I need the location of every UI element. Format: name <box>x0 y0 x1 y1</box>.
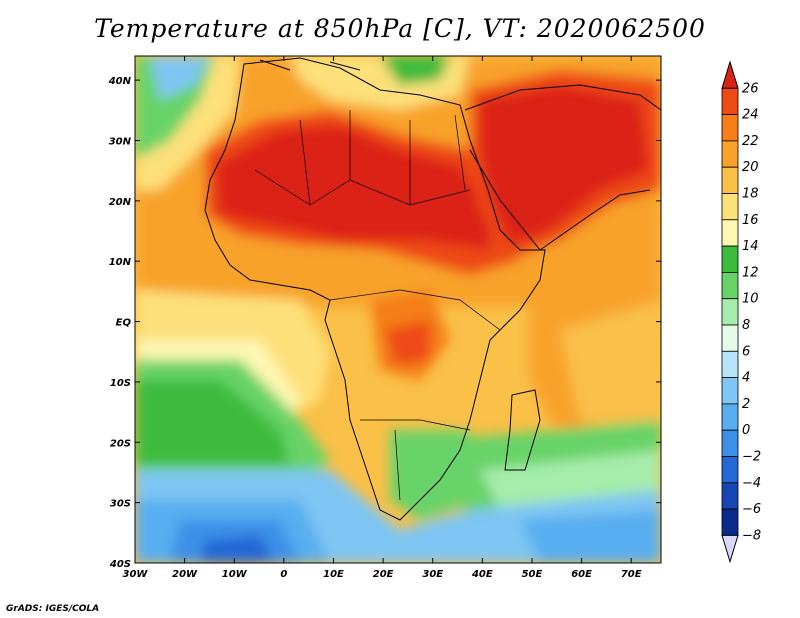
x-tick-label: 30W <box>123 569 149 580</box>
colorbar-level-label: 6 <box>742 344 750 359</box>
central-africa-hot <box>385 320 430 365</box>
coastlines <box>204 57 661 521</box>
colorbar-level-label: 22 <box>742 134 759 149</box>
colorbar-level-label: 26 <box>742 81 759 96</box>
map-title: Temperature at 850hPa [C], VT: 202006250… <box>94 14 706 43</box>
colorbar-level-label: 8 <box>742 318 750 333</box>
x-tick-label: 50E <box>522 569 543 580</box>
x-tick-label: 20W <box>172 569 198 580</box>
colorbar-level-label: 20 <box>742 160 759 175</box>
colorbar-swatch <box>721 245 739 273</box>
madagascar-coastline <box>504 389 541 471</box>
colorbar-swatch <box>721 403 739 431</box>
colorbar-level-label: 2 <box>742 397 750 412</box>
y-tick-label: 40N <box>108 76 132 87</box>
x-tick-label: 30E <box>422 569 443 580</box>
y-tick-label: 10S <box>110 378 131 389</box>
colorbar-level-label: 16 <box>742 213 759 228</box>
credit-text: GrADS: IGES/COLA <box>6 604 100 614</box>
black-sea-cool <box>380 56 450 85</box>
x-tick-label: 0 <box>280 569 287 580</box>
colorbar-level-label: 0 <box>742 423 750 438</box>
y-tick-label: 30N <box>109 137 132 148</box>
colorbar-level-label: 10 <box>742 292 759 307</box>
southern-ocean-coldest <box>200 535 275 563</box>
y-tick-label: 20N <box>109 197 132 208</box>
colorbar-swatch <box>721 456 739 484</box>
y-tick-label: 10N <box>109 257 132 268</box>
x-tick-label: 20E <box>373 569 394 580</box>
colorbar-swatch <box>721 298 739 326</box>
x-tick-label: 10W <box>222 569 248 580</box>
indian-ocean-mild <box>560 300 661 440</box>
y-tick-label: EQ <box>116 318 132 329</box>
colorbar-swatch <box>721 140 739 168</box>
colorbar-swatch <box>721 114 739 142</box>
colorbar-swatch <box>721 166 739 194</box>
colorbar-swatch <box>721 429 739 457</box>
arabia-coastline <box>464 84 661 251</box>
y-tick-label: 40S <box>109 559 131 570</box>
atlantic-northwest-blue <box>150 56 210 100</box>
colorbar-level-label: 18 <box>742 187 759 202</box>
x-tick-label: 10E <box>323 569 344 580</box>
colorbar-swatch <box>721 350 739 378</box>
southern-indian-ocean-blue <box>520 510 661 563</box>
border-south <box>360 419 471 501</box>
x-tick-label: 70E <box>621 569 642 580</box>
colorbar-level-label: −6 <box>742 502 761 517</box>
border-north-africa <box>299 110 466 206</box>
y-tick-label: 20S <box>110 438 131 449</box>
colorbar-level-label: −8 <box>742 528 761 543</box>
colorbar-swatch <box>721 219 739 247</box>
africa-coastline <box>204 57 546 521</box>
border-central <box>329 289 501 331</box>
colorbar-level-label: 14 <box>742 239 759 254</box>
temperature-field <box>135 56 661 563</box>
colorbar-level-label: 4 <box>742 371 750 386</box>
country-borders <box>254 110 501 501</box>
colorbar-level-label: −4 <box>742 476 761 491</box>
colorbar-swatch <box>721 324 739 352</box>
colorbar-swatch <box>721 377 739 405</box>
y-axis-ticks: 40N 30N 20N 10N EQ 10S 20S 30S 40S <box>108 76 661 570</box>
colorbar-swatch <box>721 271 739 300</box>
x-tick-label: 40E <box>471 569 493 580</box>
colorbar-level-label: −2 <box>742 450 761 465</box>
colorbar-swatch <box>721 482 739 510</box>
map-frame <box>134 55 662 564</box>
colorbar-level-label: 24 <box>742 108 759 123</box>
south-atlantic-green-dark <box>135 380 290 465</box>
colorbar-level-label: 12 <box>742 265 759 280</box>
colorbar-swatch <box>721 193 739 221</box>
sahara-hot-core <box>215 125 490 250</box>
x-axis-ticks: 30W 20W 10W 0 10E 20E 30E 40E 50E 60E 70E <box>123 56 642 580</box>
colorbar-swatch <box>721 87 739 116</box>
colorbar-top-arrow <box>721 60 739 89</box>
colorbar-swatch <box>721 508 739 536</box>
arabia-hot-core <box>480 85 650 245</box>
x-tick-label: 60E <box>571 569 592 580</box>
iberia-coastline <box>259 59 361 71</box>
colorbar-bottom-arrow <box>721 534 739 564</box>
y-tick-label: 30S <box>110 499 131 510</box>
